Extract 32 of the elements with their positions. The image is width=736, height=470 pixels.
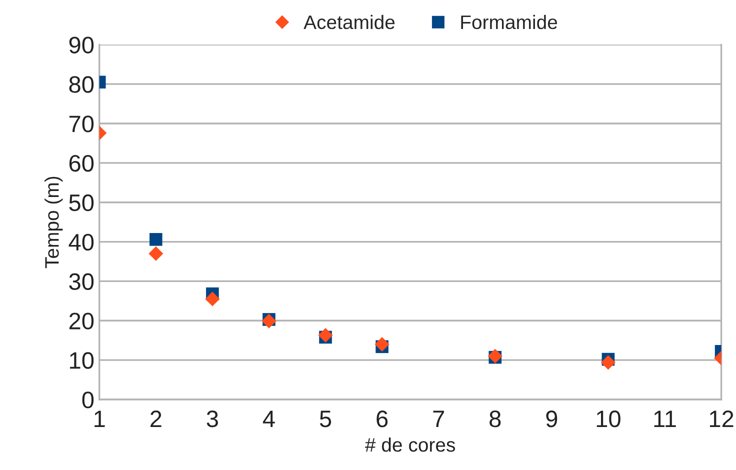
legend-label: Formamide — [461, 14, 558, 30]
x-tick-label: 12 — [710, 410, 734, 428]
y-tick-label: 90 — [69, 36, 94, 54]
legend-label: Acetamide — [304, 14, 395, 30]
x-axis-title: # de cores — [365, 437, 456, 452]
point — [149, 233, 162, 246]
x-tick-label: 7 — [433, 410, 444, 428]
y-tick-label: 50 — [69, 194, 94, 212]
point — [374, 337, 390, 352]
x-tick-label: 11 — [654, 410, 676, 428]
x-tick-label: 1 — [94, 410, 105, 428]
x-tick-label: 3 — [206, 410, 218, 428]
point — [205, 292, 220, 306]
y-tick-label: 70 — [69, 116, 94, 132]
x-tick-label: 9 — [546, 410, 558, 428]
y-tick-label: 80 — [69, 76, 94, 93]
point — [318, 328, 333, 343]
x-tick-label: 6 — [376, 410, 388, 428]
y-axis-title: Tempo (m) — [44, 176, 63, 268]
y-tick-label: 20 — [69, 312, 94, 330]
y-tick-label: 40 — [68, 234, 94, 251]
point — [148, 246, 164, 261]
y-tick-label: 30 — [69, 273, 94, 290]
x-tick-label: 8 — [490, 410, 501, 428]
x-tick-label: 2 — [150, 410, 162, 428]
y-tick-label: 60 — [69, 155, 94, 172]
x-tick-label: 10 — [596, 410, 620, 428]
x-tick-label: 5 — [320, 410, 332, 428]
x-tick-label: 4 — [262, 410, 275, 428]
y-tick-label: 0 — [82, 392, 94, 408]
y-tick-label: 10 — [70, 352, 94, 369]
point — [600, 355, 616, 370]
